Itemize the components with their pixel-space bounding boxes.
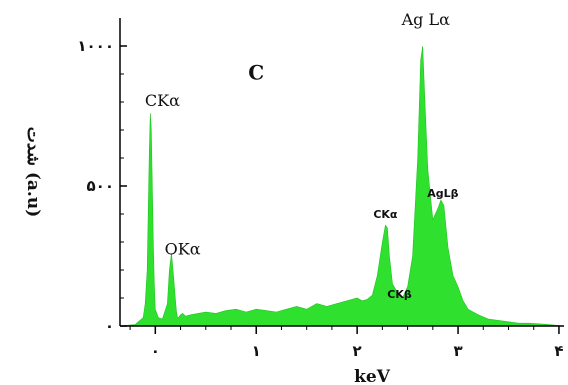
y-tick-label: ۵۰۰: [87, 177, 114, 195]
x-tick-label: ۲: [353, 342, 362, 360]
labels: C keV شدت (a.u): [23, 61, 391, 385]
peak-annotation: CKα: [145, 91, 180, 110]
spectrum-area-0: [120, 46, 564, 326]
panel-label: C: [248, 61, 264, 85]
x-tick-label: ۰: [151, 342, 160, 360]
peak-annotation: CKβ: [387, 288, 412, 301]
x-axis-title: keV: [354, 367, 391, 385]
x-tick-label: ۳: [453, 342, 462, 360]
plot-area: Ag Lα CKα OKα CKα AgLβ CKβ: [120, 10, 564, 326]
peak-annotation: AgLβ: [427, 187, 458, 200]
y-axis-title: شدت (a.u): [23, 127, 43, 217]
x-tick-label: ۱: [252, 342, 261, 360]
peak-annotation: OKα: [165, 240, 201, 259]
peak-annotation: CKα: [373, 208, 398, 221]
y-tick-label: ۱۰۰۰: [77, 37, 114, 55]
peak-annotation: Ag Lα: [401, 10, 451, 29]
y-tick-label: ۰: [105, 317, 114, 335]
x-tick-label: ۴: [554, 342, 563, 360]
